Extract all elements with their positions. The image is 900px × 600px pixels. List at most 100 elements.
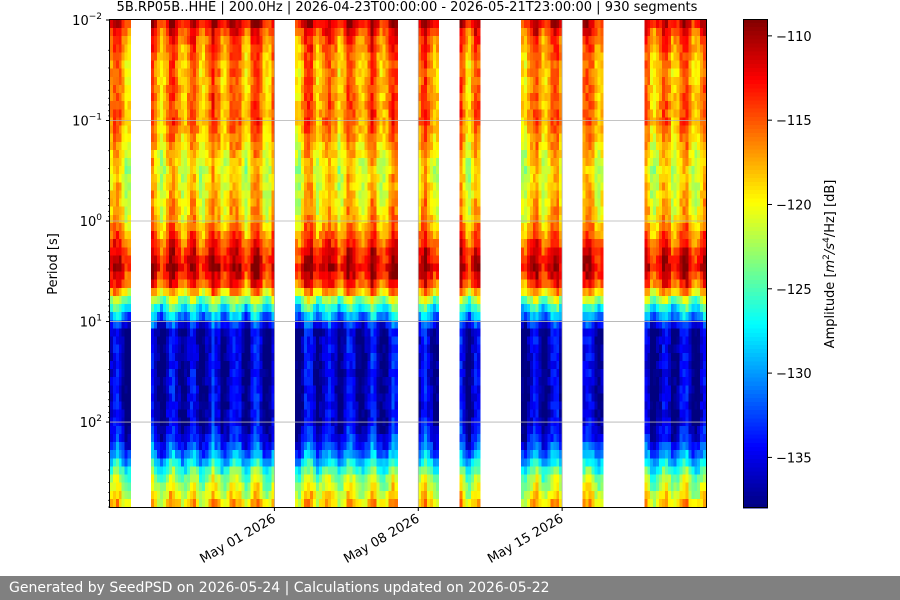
heatmap-cell (346, 263, 350, 273)
heatmap-cell (220, 44, 224, 53)
heatmap-cell (199, 482, 203, 492)
heatmap-cell (301, 44, 305, 53)
heatmap-cell (310, 458, 314, 467)
heatmap-cell (169, 133, 173, 143)
heatmap-cell (334, 393, 338, 402)
heatmap-cell (379, 157, 384, 167)
heatmap-cell (229, 68, 233, 78)
heatmap-cell (172, 125, 176, 135)
heatmap-cell (367, 336, 371, 346)
heatmap-cell (307, 279, 311, 289)
heatmap-cell (151, 344, 155, 354)
heatmap-cell (235, 320, 239, 329)
heatmap-cell (418, 206, 422, 216)
heatmap-cell (271, 133, 275, 143)
heatmap-cell (355, 336, 359, 346)
heatmap-cell (334, 369, 338, 378)
heatmap-cell (334, 490, 338, 500)
heatmap-cell (334, 190, 338, 199)
heatmap-cell (199, 271, 203, 281)
heatmap-cell (253, 271, 257, 281)
heatmap-cell (211, 255, 215, 264)
heatmap-cell (193, 125, 197, 135)
heatmap-cell (196, 133, 200, 143)
heatmap-cell (169, 271, 173, 281)
heatmap-cell (250, 247, 254, 256)
heatmap-cell (370, 304, 374, 313)
heatmap-cell (112, 141, 117, 151)
heatmap-cell (226, 279, 230, 289)
heatmap-cell (328, 490, 332, 500)
heatmap-cell (232, 279, 236, 289)
heatmap-cell (238, 409, 242, 419)
heatmap-cell (223, 190, 227, 199)
heatmap-cell (334, 125, 338, 135)
heatmap-cell (343, 474, 347, 484)
heatmap-cell (316, 28, 320, 37)
heatmap-cell (259, 198, 263, 208)
heatmap-cell (358, 336, 362, 346)
heatmap-cell (271, 409, 275, 419)
heatmap-cell (118, 498, 123, 508)
heatmap-cell (297, 352, 302, 362)
heatmap-cell (199, 498, 203, 508)
heatmap-cell (349, 295, 353, 305)
heatmap-cell (328, 36, 332, 45)
heatmap-cell (297, 182, 302, 191)
heatmap-cell (166, 360, 170, 370)
heatmap-cell (190, 84, 194, 94)
heatmap-cell (340, 28, 344, 37)
heatmap-cell (169, 182, 173, 191)
heatmap-cell (175, 149, 179, 159)
heatmap-cell (253, 442, 257, 451)
heatmap-cell (316, 401, 320, 410)
heatmap-cell (202, 190, 206, 199)
heatmap-cell (310, 377, 314, 386)
heatmap-cell (388, 385, 393, 394)
heatmap-cell (271, 393, 275, 402)
heatmap-cell (241, 255, 245, 264)
heatmap-cell (202, 60, 206, 70)
heatmap-cell (388, 377, 393, 386)
heatmap-cell (244, 44, 248, 53)
heatmap-cell (259, 304, 263, 313)
heatmap-cell (193, 271, 197, 281)
heatmap-cell (271, 101, 275, 110)
heatmap-cell (241, 239, 245, 248)
heatmap-cell (325, 304, 329, 313)
heatmap-cell (199, 466, 203, 475)
heatmap-cell (121, 93, 126, 102)
heatmap-cell (391, 84, 396, 94)
heatmap-cell (205, 450, 209, 459)
heatmap-cell (121, 190, 126, 199)
heatmap-cell (367, 498, 371, 508)
heatmap-cell (262, 450, 266, 459)
heatmap-cell (370, 442, 374, 451)
heatmap-cell (358, 60, 362, 70)
heatmap-cell (190, 149, 194, 159)
heatmap-cell (262, 190, 266, 199)
heatmap-cell (313, 20, 317, 29)
heatmap-cell (265, 117, 269, 126)
heatmap-cell (364, 304, 368, 313)
heatmap-cell (262, 239, 266, 248)
heatmap-cell (235, 28, 239, 37)
heatmap-cell (205, 60, 209, 70)
heatmap-cell (418, 36, 422, 45)
heatmap-cell (163, 287, 167, 297)
heatmap-cell (151, 360, 155, 370)
heatmap-cell (193, 182, 197, 191)
heatmap-cell (154, 76, 158, 86)
heatmap-cell (394, 336, 399, 346)
heatmap-cell (294, 125, 299, 135)
heatmap-cell (220, 117, 224, 126)
heatmap-cell (112, 93, 117, 102)
heatmap-cell (205, 117, 209, 126)
heatmap-cell (127, 255, 131, 264)
heatmap-cell (193, 60, 197, 70)
heatmap-cell (385, 84, 390, 94)
heatmap-cell (346, 247, 350, 256)
heatmap-cell (196, 36, 200, 45)
heatmap-cell (256, 239, 260, 248)
heatmap-cell (187, 68, 191, 78)
